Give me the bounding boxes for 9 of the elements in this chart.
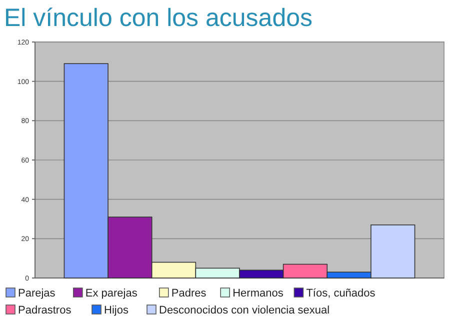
legend-label: Desconocidos con violencia sexual	[159, 304, 330, 316]
legend-label: Ex parejas	[85, 288, 138, 300]
legend-label: Hijos	[104, 304, 129, 316]
legend-label: Hermanos	[232, 288, 284, 300]
legend-label: Parejas	[18, 288, 56, 300]
legend-label: Tíos, cuñados	[306, 288, 376, 300]
legend-label: Padres	[171, 288, 207, 300]
chart-title: El vínculo con los acusados	[4, 4, 313, 32]
legend-label: Padrastros	[18, 304, 72, 316]
